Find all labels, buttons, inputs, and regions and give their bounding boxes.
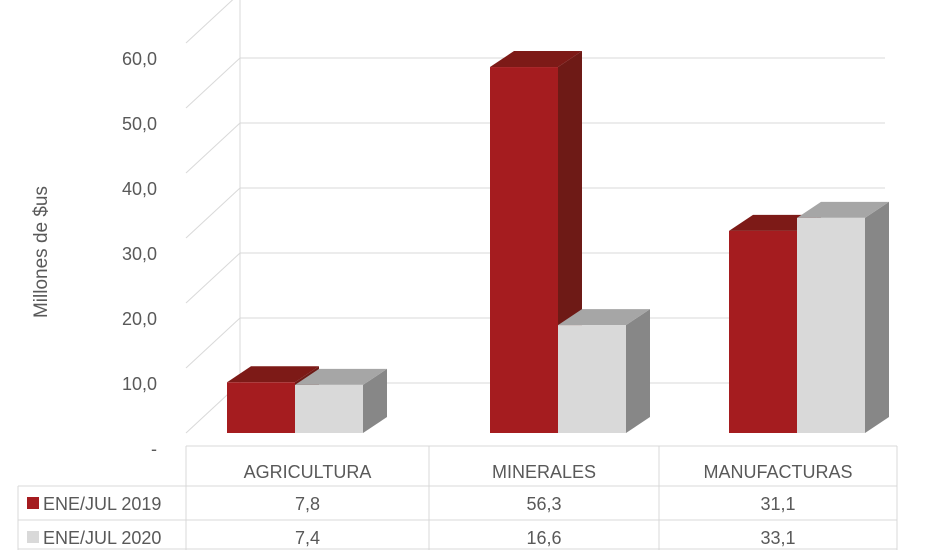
data-label: 7,8	[295, 494, 320, 514]
bar-front	[490, 67, 558, 434]
table-header-manufacturas: MANUFACTURAS	[703, 462, 852, 482]
bar-manufacturas-series-2	[797, 201, 889, 433]
gridline-diagonal	[185, 0, 234, 44]
y-tick-label: 30,0	[122, 244, 157, 264]
data-label: 7,4	[295, 528, 320, 548]
bar-top	[490, 51, 582, 68]
bar-top	[227, 366, 319, 383]
bar-minerales-series-2	[558, 309, 650, 433]
y-tick-label: 50,0	[122, 114, 157, 134]
bar-side	[865, 201, 889, 433]
data-table: AGRICULTURA MINERALES MANUFACTURAS ENE/JUL …	[17, 445, 898, 550]
legend-label-series-2: ENE/JUL 2020	[43, 528, 161, 548]
gridline-diagonal	[185, 317, 241, 369]
bar-front	[227, 382, 295, 433]
bar-top	[295, 368, 387, 385]
table-header-minerales: MINERALES	[492, 462, 596, 482]
bar-agricultura-series-2	[295, 368, 387, 433]
y-axis-ticks: - 10,0 20,0 30,0 40,0 50,0 60,0	[122, 49, 157, 459]
table-header-agricultura: AGRICULTURA	[244, 462, 372, 482]
gridline-diagonal	[185, 252, 241, 304]
bar-front	[729, 230, 797, 433]
y-axis-label: Millones de $us	[31, 186, 52, 318]
legend-key-series-1	[27, 497, 39, 509]
gridline-diagonal	[185, 122, 241, 174]
y-tick-label: 40,0	[122, 179, 157, 199]
data-label: 33,1	[760, 528, 795, 548]
y-tick-label: -	[151, 439, 157, 459]
bars	[227, 51, 889, 434]
y-tick-label: 10,0	[122, 374, 157, 394]
bar-front	[295, 384, 363, 433]
gridline-diagonal	[185, 57, 241, 109]
bar-side	[363, 368, 387, 433]
data-label: 16,6	[526, 528, 561, 548]
bar-top	[558, 309, 650, 326]
bar-front	[797, 217, 865, 433]
bar-side	[626, 309, 650, 433]
bar-front	[558, 325, 626, 433]
bar-top	[797, 201, 889, 218]
y-tick-label: 20,0	[122, 309, 157, 329]
gridline-diagonal	[185, 187, 241, 239]
data-label: 31,1	[760, 494, 795, 514]
legend-label-series-1: ENE/JUL 2019	[43, 494, 161, 514]
data-label: 56,3	[526, 494, 561, 514]
y-tick-label: 60,0	[122, 49, 157, 69]
legend-key-series-2	[27, 531, 39, 543]
